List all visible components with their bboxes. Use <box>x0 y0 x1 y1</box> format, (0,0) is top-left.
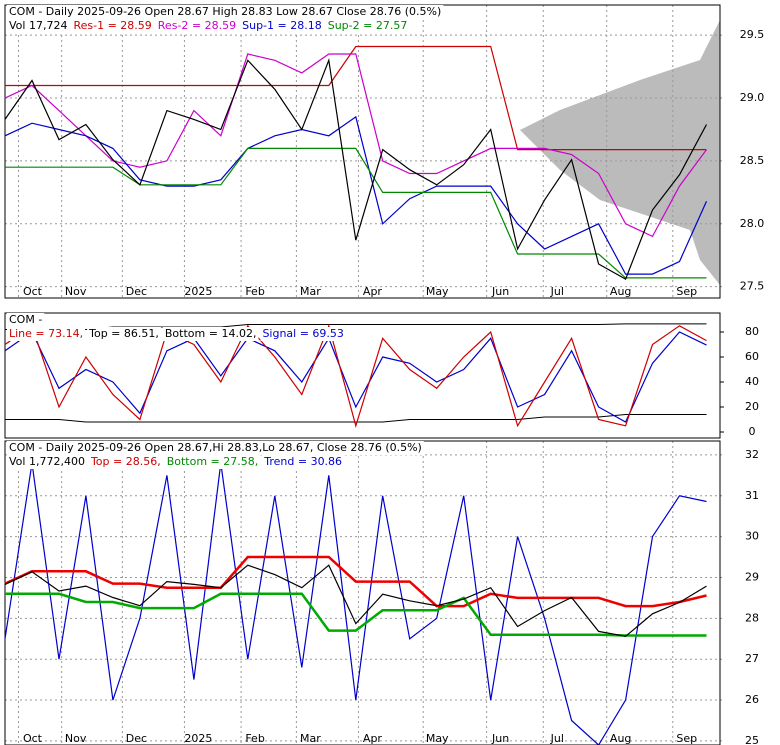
header-text: Res-2 = 28.59 <box>158 19 236 32</box>
header-text: Bottom = 27.58, <box>167 455 259 468</box>
y-tick-label: 28.5 <box>740 154 765 167</box>
y-tick-label: 60 <box>745 350 759 363</box>
x-tick-label: Oct <box>23 732 43 745</box>
x-tick-label: Apr <box>363 732 383 745</box>
x-tick-label: May <box>426 732 449 745</box>
series-line <box>4 555 707 608</box>
header-bg <box>262 455 345 469</box>
header-bg <box>155 19 239 33</box>
header-text: Vol 17,724 <box>9 19 67 32</box>
panel-frame <box>4 312 721 439</box>
header-text: Sup-2 = 27.57 <box>328 19 408 32</box>
x-tick-label: Feb <box>245 732 264 745</box>
series-line <box>5 45 707 151</box>
y-tick-label: 80 <box>745 325 759 338</box>
series-line <box>5 592 707 637</box>
y-tick-label: 28.0 <box>740 217 765 230</box>
x-tick-label: Oct <box>23 285 43 298</box>
y-tick-label: 26 <box>745 693 759 706</box>
header-bg <box>164 455 261 469</box>
x-tick-label: Apr <box>363 285 383 298</box>
y-tick-label: 29.0 <box>740 91 765 104</box>
header-text: Res-1 = 28.59 <box>73 19 151 32</box>
series-line <box>5 414 707 423</box>
header-bg <box>7 5 444 19</box>
y-tick-label: 28 <box>745 611 759 624</box>
y-tick-label: 25 <box>745 734 759 745</box>
y-tick-label: 0 <box>749 425 756 438</box>
x-tick-label: Nov <box>65 285 87 298</box>
x-tick-label: Jun <box>491 732 509 745</box>
header-bg <box>162 327 259 341</box>
x-tick-label: Sep <box>676 285 697 298</box>
series-line <box>4 323 707 428</box>
x-tick-label: Sep <box>676 732 697 745</box>
header-text: Vol 1,772,400 <box>9 455 85 468</box>
x-tick-label: May <box>426 285 449 298</box>
header-bg <box>7 19 70 33</box>
x-tick-label: 2025 <box>184 285 212 298</box>
header-bg <box>71 19 154 33</box>
header-bg <box>7 327 86 341</box>
header-bg <box>88 455 163 469</box>
x-tick-label: 2025 <box>184 732 212 745</box>
header-text: COM - <box>9 313 42 326</box>
x-tick-label: Feb <box>245 285 264 298</box>
x-tick-label: Aug <box>610 285 631 298</box>
x-tick-label: Dec <box>126 732 147 745</box>
volume-profile <box>520 20 720 285</box>
header-text: Top = 28.56, <box>90 455 161 468</box>
y-tick-label: 30 <box>745 530 759 543</box>
header-bg <box>87 327 161 341</box>
header-bg <box>7 313 45 327</box>
series-line <box>4 564 707 637</box>
header-text: Bottom = 14.02, <box>165 327 257 340</box>
header-bg <box>7 441 424 455</box>
x-tick-label: Jun <box>491 285 509 298</box>
series-line <box>4 463 707 745</box>
series-line <box>4 57 708 280</box>
x-tick-label: Dec <box>126 285 147 298</box>
header-text: COM - Daily 2025-09-26 Open 28.67 High 2… <box>9 5 441 18</box>
series-line <box>4 53 707 238</box>
header-text: Line = 73.14, <box>9 327 83 340</box>
x-tick-label: Jul <box>550 732 564 745</box>
y-tick-label: 27.5 <box>740 280 765 293</box>
x-tick-label: Nov <box>65 732 87 745</box>
header-bg <box>325 19 410 33</box>
header-bg <box>240 19 324 33</box>
header-text: Top = 86.51, <box>88 327 159 340</box>
x-tick-label: Aug <box>610 732 631 745</box>
header-text: COM - Daily 2025-09-26 Open 28.67,Hi 28.… <box>9 441 422 454</box>
y-tick-label: 29 <box>745 570 759 583</box>
header-bg <box>7 455 87 469</box>
header-bg <box>260 327 346 341</box>
series-line <box>5 147 707 279</box>
x-tick-label: Mar <box>300 285 321 298</box>
y-tick-label: 40 <box>745 375 759 388</box>
series-line <box>4 331 707 423</box>
header-text: Signal = 69.53 <box>262 327 344 340</box>
header-text: Sup-1 = 28.18 <box>242 19 322 32</box>
y-tick-label: 32 <box>745 448 759 461</box>
x-tick-label: Mar <box>300 732 321 745</box>
y-tick-label: 20 <box>745 400 759 413</box>
y-tick-label: 31 <box>745 489 759 502</box>
y-tick-label: 29.5 <box>740 28 765 41</box>
x-tick-label: Jul <box>550 285 564 298</box>
header-text: Trend = 30.86 <box>263 455 342 468</box>
y-tick-label: 27 <box>745 652 759 665</box>
